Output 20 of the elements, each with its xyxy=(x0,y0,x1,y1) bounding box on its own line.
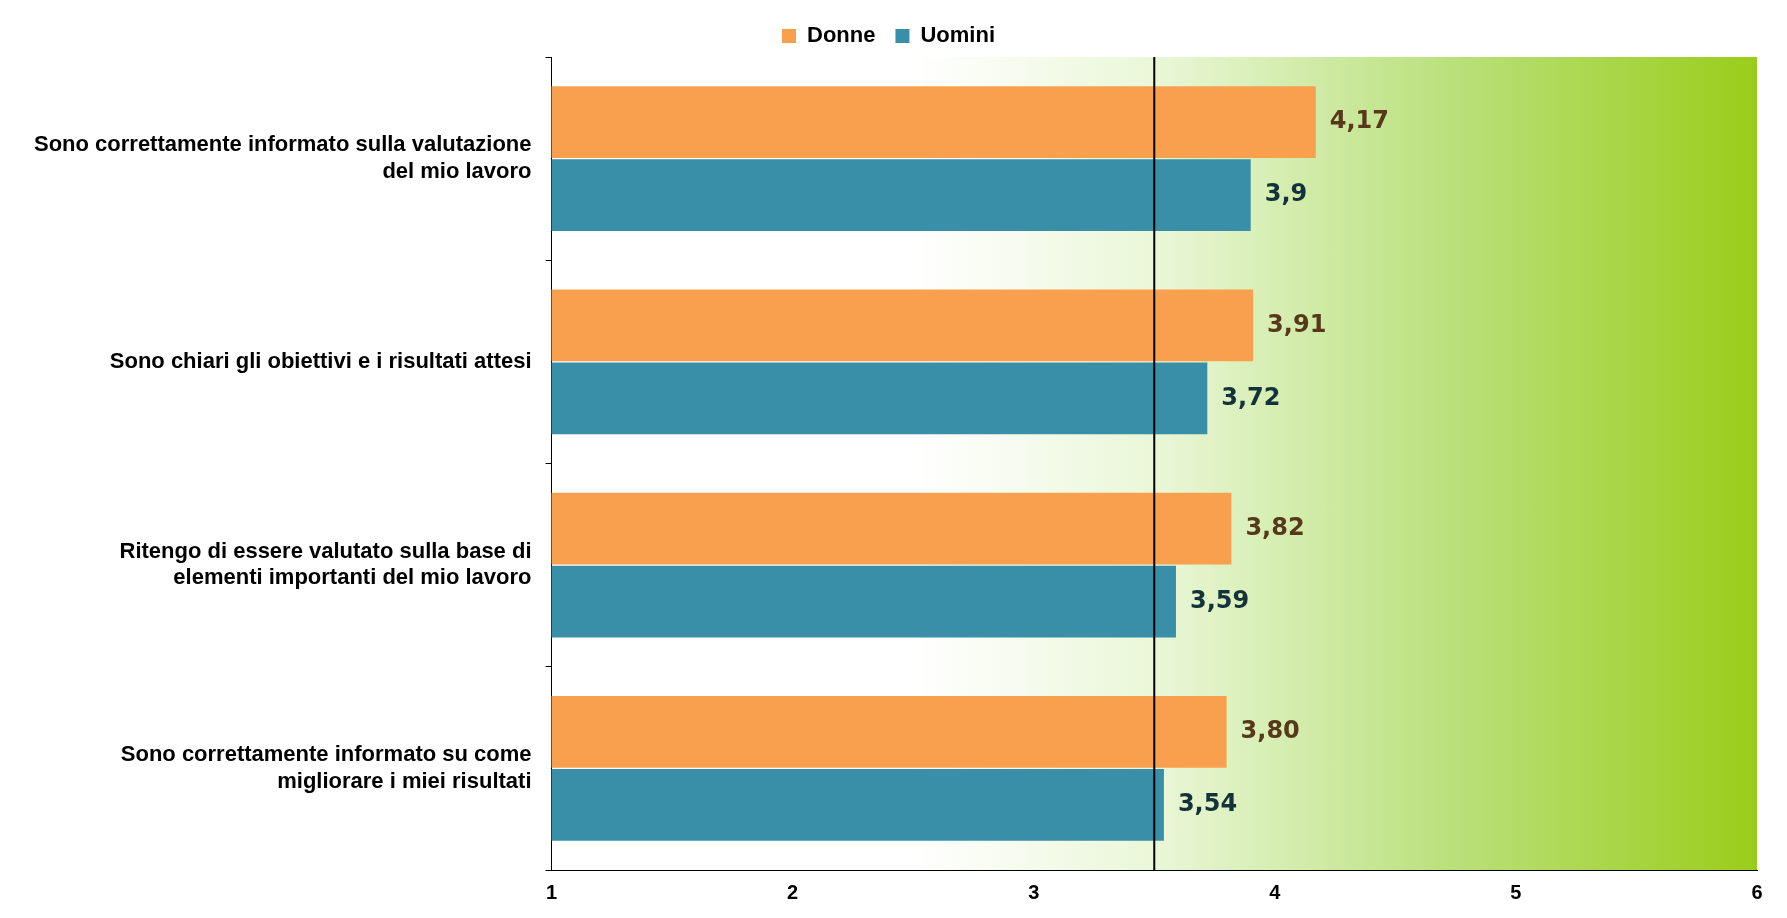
data-label: 3,80 xyxy=(1240,716,1300,745)
y-tick-label: Sono correttamente informato su come migliorare i miei risultati xyxy=(120,741,532,793)
y-tick-label: Sono correttamente informato sulla valutazione del mio lavoro xyxy=(33,131,532,183)
data-label: 3,54 xyxy=(1177,789,1238,818)
x-tick-label: 1 xyxy=(545,880,558,903)
data-label: 3,9 xyxy=(1264,179,1308,208)
data-label: 3,91 xyxy=(1267,309,1327,338)
legend-label: Uomini xyxy=(920,22,996,48)
legend-label: Donne xyxy=(807,22,876,48)
data-label: 3,59 xyxy=(1189,585,1250,614)
x-tick-label: 6 xyxy=(1751,880,1763,903)
data-label: 3,82 xyxy=(1245,512,1305,541)
data-label: 3,72 xyxy=(1221,382,1281,411)
x-tick-label: 3 xyxy=(1028,880,1040,903)
x-tick-label: 4 xyxy=(1269,880,1282,903)
x-tick-label: 2 xyxy=(787,880,799,903)
y-tick-label: Sono chiari gli obiettivi e i risultati attesi xyxy=(109,347,532,373)
x-tick-label: 5 xyxy=(1510,880,1522,903)
y-tick-label: Ritengo di essere valutato sulla base di elementi importanti del mio lavoro xyxy=(119,537,532,590)
data-label: 4,17 xyxy=(1329,106,1390,135)
